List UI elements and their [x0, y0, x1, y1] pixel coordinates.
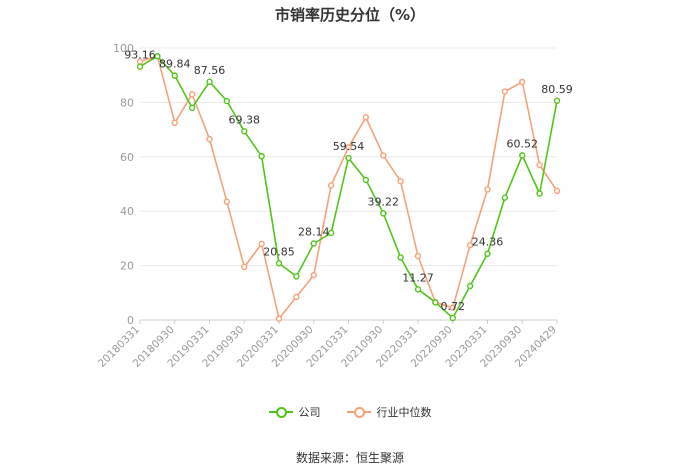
data-label: 24.36 — [472, 236, 504, 249]
data-point-industry-median — [362, 114, 370, 121]
data-point-company — [345, 154, 352, 162]
data-point-industry-median — [345, 144, 352, 151]
data-point-company — [397, 254, 404, 261]
legend-label-industry-median: 行业中位数 — [376, 406, 432, 419]
data-point-company — [310, 240, 317, 247]
data-point-company — [484, 250, 491, 257]
data-point-industry-median — [501, 88, 509, 95]
data-point-company — [154, 52, 161, 60]
data-point-company — [275, 260, 283, 267]
data-point-company — [536, 190, 543, 197]
data-label: 87.56 — [194, 64, 226, 77]
data-point-company — [380, 210, 387, 217]
data-point-industry-median — [310, 271, 317, 279]
data-label: 93.16 — [124, 49, 156, 62]
legend-label-company: 公司 — [298, 406, 321, 419]
data-point-company — [432, 299, 439, 306]
y-tick-label: 60 — [120, 151, 134, 164]
data-point-company — [501, 194, 509, 201]
y-tick-label: 80 — [120, 96, 134, 109]
data-point-industry-median — [466, 241, 474, 249]
data-point-industry-median — [397, 178, 404, 185]
data-point-industry-median — [553, 187, 561, 195]
data-point-industry-median — [519, 78, 526, 86]
data-point-company — [293, 273, 300, 280]
data-label: 80.59 — [541, 83, 573, 96]
data-point-industry-median — [327, 182, 335, 189]
data-point-industry-median — [484, 186, 491, 193]
chart-title: 市销率历史分位（%） — [274, 6, 426, 24]
y-tick-label: 40 — [120, 205, 134, 218]
data-point-industry-median — [293, 293, 300, 301]
data-point-company — [171, 72, 178, 79]
legend-swatch-industry-median — [346, 405, 371, 419]
y-tick-label: 100 — [113, 42, 134, 55]
data-point-company — [362, 176, 370, 184]
y-tick-label: 20 — [120, 260, 134, 273]
data-point-industry-median — [449, 304, 456, 311]
series-line-company — [139, 55, 558, 319]
data-point-industry-median — [206, 135, 213, 143]
legend-swatch-company — [268, 405, 293, 419]
data-point-industry-median — [414, 252, 422, 260]
data-point-company — [414, 286, 422, 293]
y-tick-label: 0 — [127, 314, 134, 327]
data-point-company — [241, 128, 248, 135]
legend: 公司 行业中位数 — [0, 404, 700, 420]
data-point-company — [136, 63, 144, 70]
data-label: 39.22 — [368, 195, 400, 208]
data-point-company — [519, 152, 526, 159]
data-point-company — [327, 229, 335, 237]
data-label: 89.84 — [159, 58, 191, 71]
data-point-company — [223, 97, 231, 105]
data-point-industry-median — [536, 161, 543, 169]
data-point-industry-median — [188, 91, 196, 98]
data-point-company — [206, 78, 213, 86]
data-point-company — [553, 97, 561, 104]
data-label: 60.52 — [507, 137, 539, 150]
data-label: 20.85 — [263, 245, 295, 258]
data-point-industry-median — [171, 119, 178, 127]
data-label: 0.72 — [441, 300, 466, 313]
legend-item-industry-median[interactable]: 行业中位数 — [346, 404, 432, 420]
data-source: 数据来源：恒生聚源 — [295, 451, 404, 465]
data-point-industry-median — [223, 198, 231, 205]
data-label: 59.54 — [333, 140, 365, 153]
series-layer — [136, 52, 561, 322]
data-point-company — [449, 314, 456, 322]
grid-layer — [140, 47, 557, 321]
data-point-industry-median — [241, 263, 248, 271]
data-label: 69.38 — [229, 113, 261, 126]
data-point-company — [258, 153, 265, 160]
data-label: 11.27 — [402, 271, 434, 284]
line-chart: 0204060801002018033120180930201903312019… — [96, 42, 573, 370]
data-point-industry-median — [380, 152, 387, 159]
series-line-industry-median — [139, 55, 558, 320]
data-point-company — [466, 282, 474, 290]
data-point-company — [188, 104, 196, 112]
legend-item-company[interactable]: 公司 — [268, 404, 321, 420]
data-point-industry-median — [258, 240, 265, 248]
data-label: 28.14 — [298, 225, 330, 238]
data-point-industry-median — [275, 315, 283, 322]
